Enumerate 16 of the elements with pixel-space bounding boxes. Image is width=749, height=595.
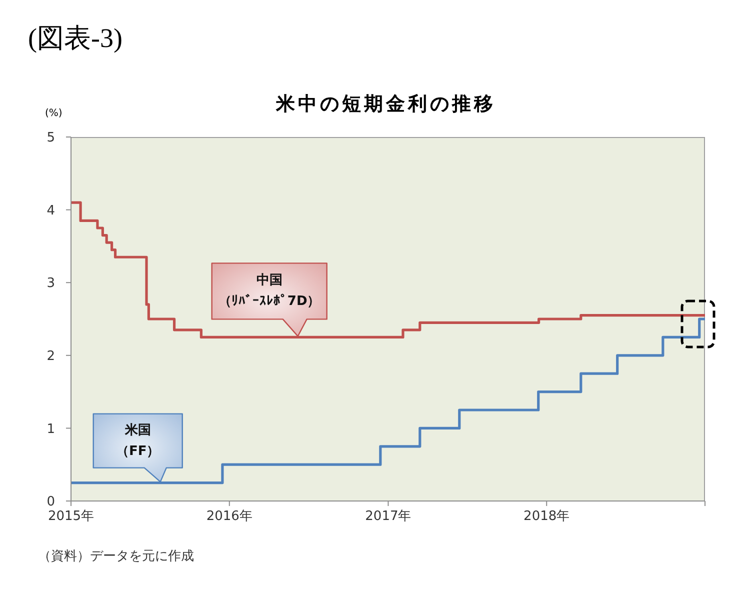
x-tick-label: 2016年: [206, 509, 252, 524]
text: 中国（ﾘﾊﾞｰｽﾚﾎﾟ7D）: [217, 272, 322, 312]
x-tick-label: 2017年: [365, 509, 412, 524]
chart-title: (図表-3): [28, 22, 122, 55]
y-tick-label: 5: [46, 130, 55, 146]
y-tick-label: 0: [46, 494, 55, 510]
y-tick-label: 4: [46, 203, 55, 218]
chart-subtitle: 米中の短期金利の推移: [274, 92, 497, 117]
y-tick-label: 2: [46, 349, 55, 364]
y-tick-label: 3: [46, 276, 55, 292]
series-label: 米国（FF）: [114, 422, 161, 461]
text: （資料）データを元に作成: [38, 548, 194, 565]
y-tick-label: 1: [46, 422, 55, 437]
x-tick-label: 2018年: [524, 509, 570, 524]
y-axis-title: (%): [45, 108, 62, 119]
x-tick-label: 2015年: [48, 509, 94, 524]
